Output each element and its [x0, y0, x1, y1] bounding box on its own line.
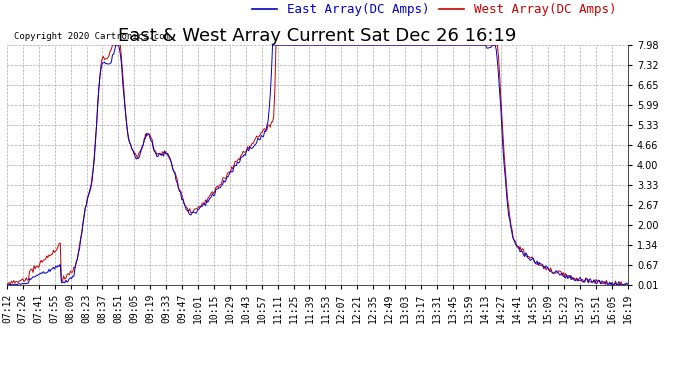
Legend: East Array(DC Amps), West Array(DC Amps): East Array(DC Amps), West Array(DC Amps)	[246, 0, 622, 21]
Text: Copyright 2020 Cartronics.com: Copyright 2020 Cartronics.com	[14, 32, 170, 41]
Title: East & West Array Current Sat Dec 26 16:19: East & West Array Current Sat Dec 26 16:…	[118, 27, 517, 45]
